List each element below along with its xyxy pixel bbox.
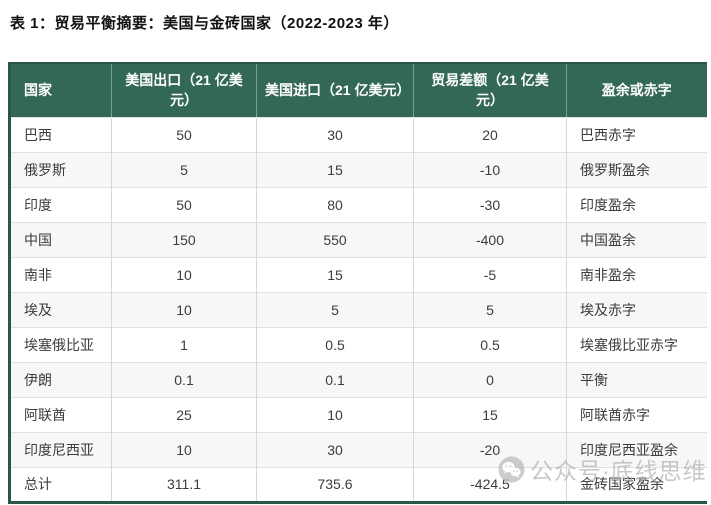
cell-country: 伊朗 bbox=[9, 361, 112, 397]
cell-country: 埃及 bbox=[9, 291, 112, 327]
cell-balance: 0.5 bbox=[413, 326, 567, 362]
cell-status: 印度盈余 bbox=[566, 186, 707, 222]
cell-imports: 0.1 bbox=[256, 361, 414, 397]
cell-imports: 30 bbox=[256, 431, 414, 467]
cell-balance: 0 bbox=[413, 361, 567, 397]
table-row-uae: 阿联酋 25 10 15 阿联酋赤字 bbox=[9, 396, 707, 432]
cell-imports: 735.6 bbox=[256, 466, 414, 502]
cell-status: 金砖国家盈余 bbox=[566, 466, 707, 502]
cell-balance: -400 bbox=[413, 221, 567, 257]
table-row-brazil: 巴西 50 30 20 巴西赤字 bbox=[9, 116, 707, 152]
cell-imports: 550 bbox=[256, 221, 414, 257]
cell-balance: 5 bbox=[413, 291, 567, 327]
cell-country: 巴西 bbox=[9, 116, 112, 152]
cell-status: 埃及赤字 bbox=[566, 291, 707, 327]
cell-status: 南非盈余 bbox=[566, 256, 707, 292]
table-row-ethiopia: 埃塞俄比亚 1 0.5 0.5 埃塞俄比亚赤字 bbox=[9, 326, 707, 362]
cell-balance: -424.5 bbox=[413, 466, 567, 502]
cell-exports: 5 bbox=[111, 151, 257, 187]
cell-status: 平衡 bbox=[566, 361, 707, 397]
cell-status: 巴西赤字 bbox=[566, 116, 707, 152]
cell-status: 阿联酋赤字 bbox=[566, 396, 707, 432]
cell-country: 阿联酋 bbox=[9, 396, 112, 432]
header-country: 国家 bbox=[9, 63, 112, 117]
cell-exports: 10 bbox=[111, 431, 257, 467]
cell-status: 埃塞俄比亚赤字 bbox=[566, 326, 707, 362]
trade-balance-table: 国家 美国出口（21 亿美元） 美国进口（21 亿美元） 贸易差额（21 亿美元… bbox=[8, 62, 707, 504]
cell-imports: 15 bbox=[256, 151, 414, 187]
cell-imports: 10 bbox=[256, 396, 414, 432]
header-us-imports: 美国进口（21 亿美元） bbox=[256, 63, 414, 117]
cell-country: 印度尼西亚 bbox=[9, 431, 112, 467]
header-row: 国家 美国出口（21 亿美元） 美国进口（21 亿美元） 贸易差额（21 亿美元… bbox=[9, 63, 707, 117]
cell-imports: 80 bbox=[256, 186, 414, 222]
table-row-south-africa: 南非 10 15 -5 南非盈余 bbox=[9, 256, 707, 292]
cell-exports: 311.1 bbox=[111, 466, 257, 502]
cell-exports: 25 bbox=[111, 396, 257, 432]
cell-exports: 1 bbox=[111, 326, 257, 362]
cell-country: 俄罗斯 bbox=[9, 151, 112, 187]
table-row-india: 印度 50 80 -30 印度盈余 bbox=[9, 186, 707, 222]
cell-exports: 50 bbox=[111, 186, 257, 222]
table-row-iran: 伊朗 0.1 0.1 0 平衡 bbox=[9, 361, 707, 397]
cell-imports: 15 bbox=[256, 256, 414, 292]
header-surplus-deficit: 盈余或赤字 bbox=[566, 63, 707, 117]
table-body: 巴西 50 30 20 巴西赤字 俄罗斯 5 15 -10 俄罗斯盈余 印度 5… bbox=[9, 116, 707, 502]
cell-balance: 20 bbox=[413, 116, 567, 152]
cell-exports: 150 bbox=[111, 221, 257, 257]
table-row-total: 总计 311.1 735.6 -424.5 金砖国家盈余 bbox=[9, 466, 707, 502]
table-header: 国家 美国出口（21 亿美元） 美国进口（21 亿美元） 贸易差额（21 亿美元… bbox=[9, 63, 707, 117]
cell-country: 南非 bbox=[9, 256, 112, 292]
cell-exports: 50 bbox=[111, 116, 257, 152]
header-us-exports: 美国出口（21 亿美元） bbox=[111, 63, 257, 117]
table-row-egypt: 埃及 10 5 5 埃及赤字 bbox=[9, 291, 707, 327]
cell-balance: -10 bbox=[413, 151, 567, 187]
cell-country: 印度 bbox=[9, 186, 112, 222]
table-title: 表 1：贸易平衡摘要：美国与金砖国家（2022-2023 年） bbox=[10, 15, 399, 32]
cell-status: 中国盈余 bbox=[566, 221, 707, 257]
cell-balance: -30 bbox=[413, 186, 567, 222]
cell-country: 总计 bbox=[9, 466, 112, 502]
cell-imports: 30 bbox=[256, 116, 414, 152]
cell-imports: 5 bbox=[256, 291, 414, 327]
cell-status: 印度尼西亚盈余 bbox=[566, 431, 707, 467]
cell-status: 俄罗斯盈余 bbox=[566, 151, 707, 187]
table-row-russia: 俄罗斯 5 15 -10 俄罗斯盈余 bbox=[9, 151, 707, 187]
cell-imports: 0.5 bbox=[256, 326, 414, 362]
cell-exports: 10 bbox=[111, 291, 257, 327]
header-trade-balance: 贸易差额（21 亿美元） bbox=[413, 63, 567, 117]
cell-country: 中国 bbox=[9, 221, 112, 257]
cell-exports: 10 bbox=[111, 256, 257, 292]
cell-balance: 15 bbox=[413, 396, 567, 432]
table-row-indonesia: 印度尼西亚 10 30 -20 印度尼西亚盈余 bbox=[9, 431, 707, 467]
cell-country: 埃塞俄比亚 bbox=[9, 326, 112, 362]
cell-exports: 0.1 bbox=[111, 361, 257, 397]
cell-balance: -20 bbox=[413, 431, 567, 467]
table-row-china: 中国 150 550 -400 中国盈余 bbox=[9, 221, 707, 257]
cell-balance: -5 bbox=[413, 256, 567, 292]
